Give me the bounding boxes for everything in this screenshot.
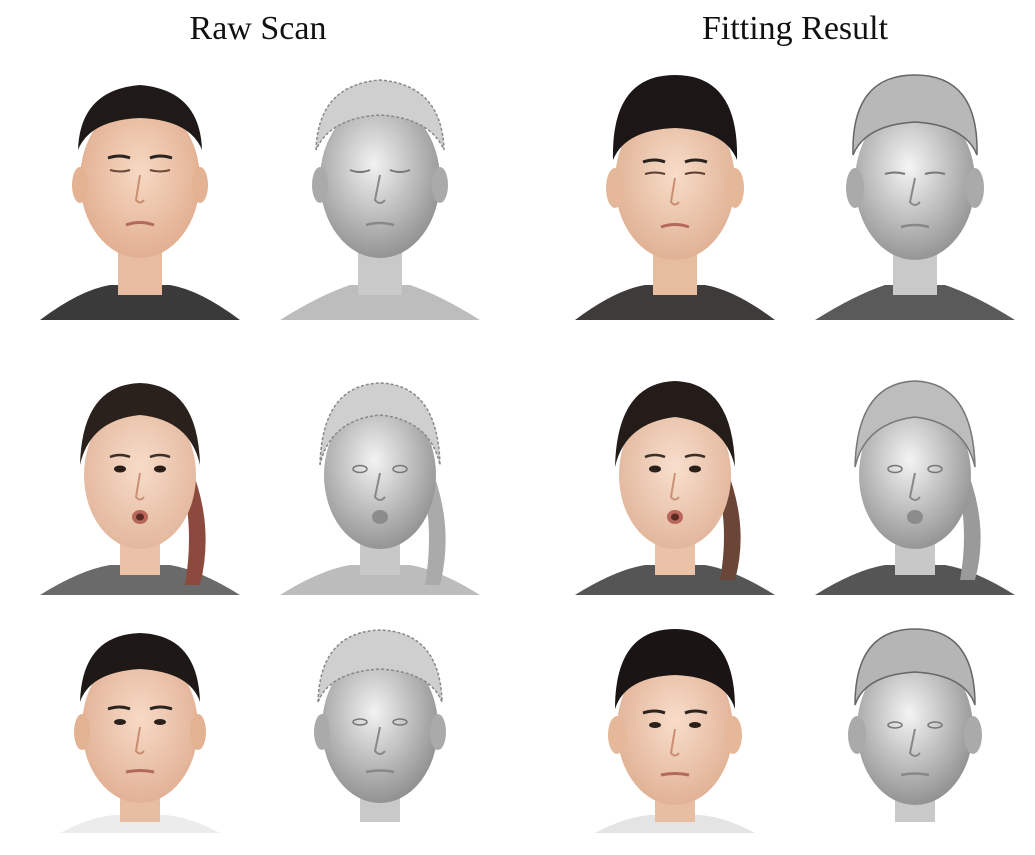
row2-fit-photo (575, 360, 775, 610)
row2-fit-geometry (815, 360, 1015, 610)
row2-raw-photo (40, 360, 240, 610)
row2-raw-geometry (280, 360, 480, 610)
row1-raw-geometry (280, 70, 480, 320)
row1-raw-photo (40, 70, 240, 320)
row3-raw-geometry (280, 605, 480, 855)
row1-fit-geometry (815, 70, 1015, 320)
row3-fit-photo (575, 605, 775, 855)
fitting-result-header: Fitting Result (701, 10, 889, 47)
raw-scan-header: Raw Scan (189, 10, 327, 47)
row3-raw-photo (40, 605, 240, 855)
row1-fit-photo (575, 70, 775, 320)
row3-fit-geometry (815, 605, 1015, 855)
